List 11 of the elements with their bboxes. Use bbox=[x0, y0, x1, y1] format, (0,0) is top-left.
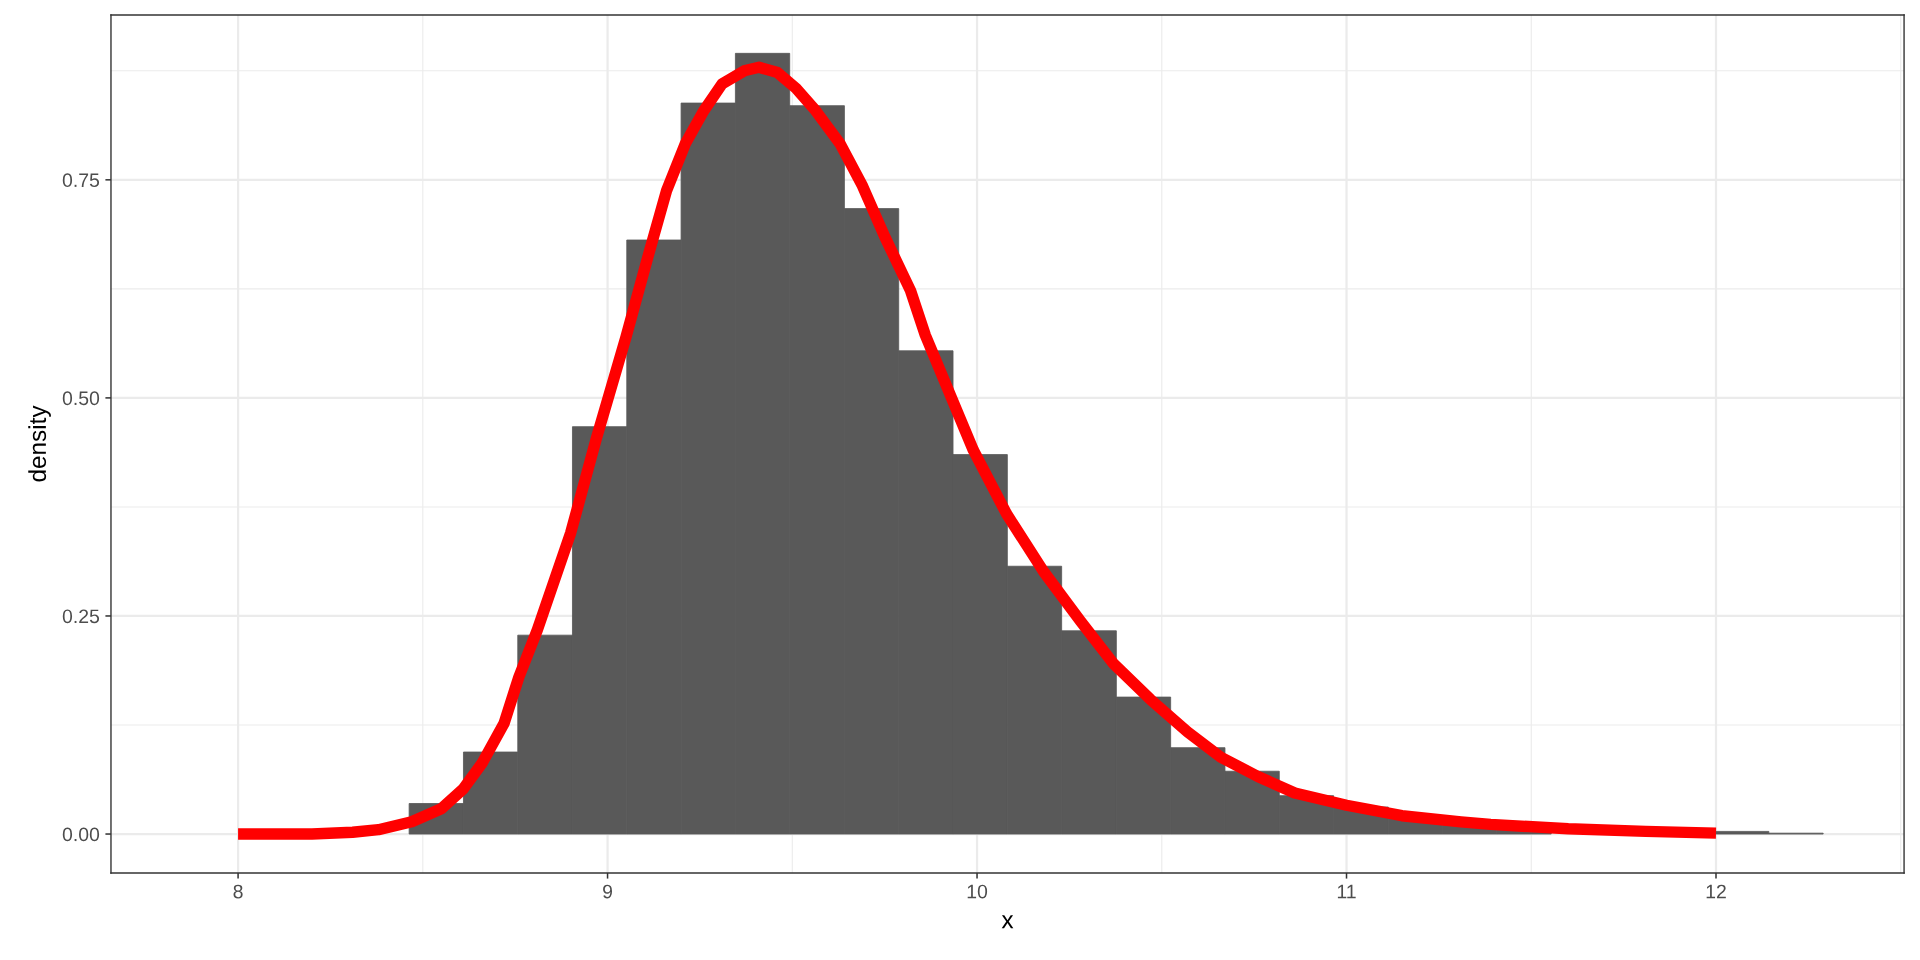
x-tick-label: 11 bbox=[1337, 884, 1356, 899]
y-tick-label: 0.25 bbox=[62, 609, 100, 624]
x-tick-label: 9 bbox=[603, 884, 613, 899]
y-tick-label: 0.50 bbox=[62, 391, 100, 406]
y-axis-title: density bbox=[28, 405, 51, 482]
x-tick-label: 10 bbox=[967, 884, 988, 899]
y-tick-label: 0.75 bbox=[62, 173, 100, 188]
x-tick-label: 8 bbox=[233, 884, 243, 899]
x-axis-title: x bbox=[1001, 915, 1014, 929]
y-tick-label: 0.00 bbox=[62, 827, 100, 842]
x-tick-label: 12 bbox=[1706, 884, 1726, 899]
